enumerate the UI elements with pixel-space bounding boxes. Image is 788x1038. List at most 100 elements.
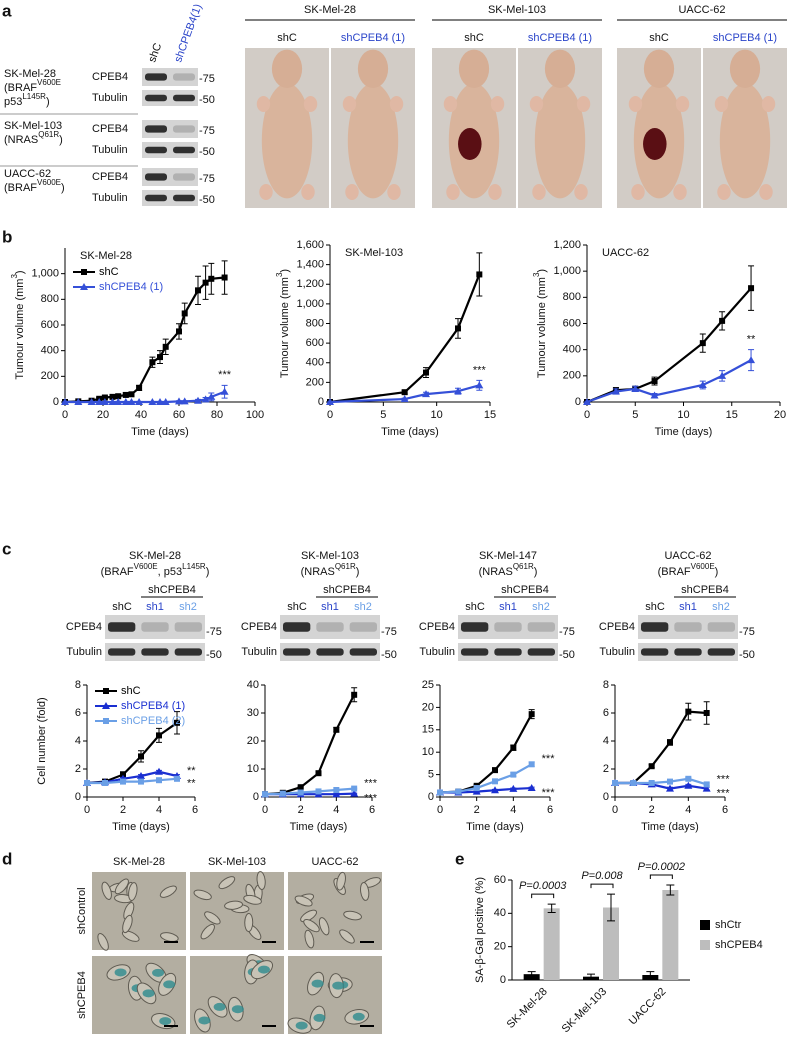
cell-line-label-part: SK-Mel-103 <box>4 120 62 132</box>
mouse-limb <box>529 96 544 112</box>
cell <box>193 889 212 901</box>
point <box>114 398 123 405</box>
cell <box>360 882 370 901</box>
point <box>136 384 143 391</box>
mouse-limb <box>345 184 359 200</box>
y-axis-title-part: Tumour volume (mm <box>279 277 291 378</box>
x-axis-title: Time (days) <box>655 426 713 438</box>
x-tick-label: 100 <box>246 409 264 421</box>
cell <box>114 878 129 895</box>
cell <box>339 929 355 944</box>
blot-band <box>283 648 311 656</box>
significance: *** <box>717 788 731 800</box>
x-tick-label: 4 <box>510 804 516 816</box>
y-tick-label: 8 <box>603 679 609 691</box>
blot-band <box>674 648 702 656</box>
blot-title-part: SK-Mel-147 <box>479 550 537 562</box>
point <box>174 719 180 726</box>
cell <box>304 929 315 949</box>
cell <box>243 894 262 905</box>
point <box>332 790 341 798</box>
data-line <box>264 694 356 796</box>
blot-band <box>494 622 522 632</box>
x-tick-label: 10 <box>431 409 443 421</box>
panel-letter: c <box>2 539 11 558</box>
point <box>135 398 144 405</box>
blot-band <box>145 73 167 81</box>
blot-title: SK-Mel-103 <box>301 550 359 562</box>
y-tick-label: 15 <box>422 724 434 736</box>
blot-band <box>141 648 169 656</box>
stain <box>114 968 127 977</box>
point <box>631 384 640 392</box>
blot-title: SK-Mel-28 <box>129 550 181 562</box>
significance: ** <box>187 765 196 777</box>
error-bar <box>527 971 536 978</box>
point <box>297 784 304 791</box>
data-line <box>586 359 752 404</box>
panel-letter: b <box>2 227 12 246</box>
point <box>650 391 659 399</box>
stain <box>231 1005 244 1014</box>
x-tick-label: 4 <box>685 804 691 816</box>
y-axis-title-part: SA-β-Gal positive (%) <box>474 877 486 983</box>
blot-band <box>283 622 311 632</box>
column-label: SK-Mel-103 <box>208 856 266 868</box>
cell-line-label-part: (NRAS <box>4 134 38 146</box>
y-tick-label: 400 <box>306 357 324 369</box>
x-tick-label: 2 <box>120 804 126 816</box>
blot-band <box>707 648 735 656</box>
y-tick-label: 20 <box>494 941 506 953</box>
band-label: CPEB4 <box>92 71 128 83</box>
point <box>611 387 620 395</box>
y-tick-label: 2 <box>603 763 609 775</box>
blot-subtitle-part: (BRAF <box>101 566 134 578</box>
size-marker: -50 <box>739 649 755 661</box>
x-tick-label: 2 <box>298 804 304 816</box>
error-bar <box>646 971 655 979</box>
blot <box>142 90 198 106</box>
x-axis-title: Time (days) <box>131 426 189 438</box>
point <box>221 274 228 281</box>
point <box>137 772 145 779</box>
blot-band <box>108 648 136 656</box>
blot <box>142 168 198 186</box>
point <box>195 287 201 294</box>
blot-band <box>173 73 195 81</box>
mouse-head <box>357 49 389 88</box>
x-axis-title: Time (days) <box>466 821 524 833</box>
y-axis-title-part: 3 <box>532 272 541 277</box>
mouse-limb <box>387 184 401 200</box>
size-marker: -50 <box>199 146 215 158</box>
size-marker: -75 <box>199 173 215 185</box>
y-tick-label: 40 <box>494 907 506 919</box>
lane-label: shC <box>645 601 665 613</box>
point <box>156 732 162 739</box>
point <box>102 780 108 786</box>
x-tick-label: 0 <box>327 409 333 421</box>
x-tick-label: 6 <box>369 804 375 816</box>
cell <box>256 871 266 891</box>
point <box>207 392 216 400</box>
band-label: Tubulin <box>419 646 455 658</box>
blot-subtitle: (NRASQ61R) <box>301 562 360 578</box>
point <box>612 780 618 786</box>
point <box>703 710 710 716</box>
legend-swatch <box>700 920 710 930</box>
blot-title-part: SK-Mel-28 <box>129 550 181 562</box>
blot-subtitle-part: (BRAF <box>658 566 691 578</box>
point <box>155 767 163 775</box>
cell <box>336 871 346 891</box>
mouse-limb <box>673 184 687 200</box>
significance: *** <box>473 364 487 376</box>
mouse-limb <box>259 184 273 200</box>
mouse-limb <box>389 96 404 112</box>
significance: *** <box>542 787 556 799</box>
blot-subtitle-part: V600E <box>134 562 158 571</box>
cell-line-label: SK-Mel-28 <box>4 68 56 80</box>
mouse-limb <box>256 96 271 112</box>
point <box>149 359 156 366</box>
band-label: Tubulin <box>92 144 128 156</box>
x-tick-label: 5 <box>380 409 386 421</box>
point <box>630 780 637 786</box>
